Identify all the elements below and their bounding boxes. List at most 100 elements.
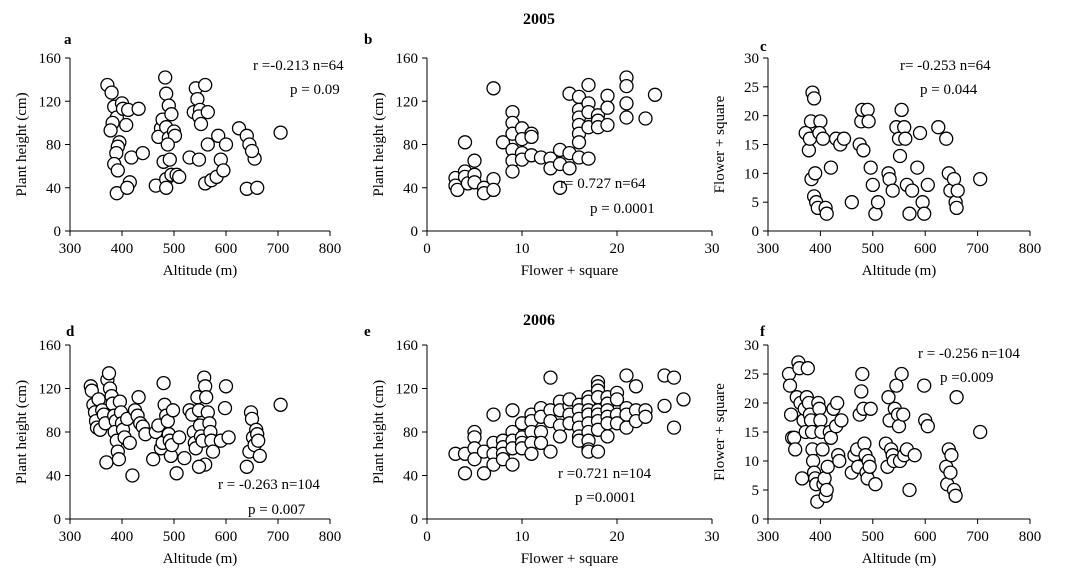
x-tick-label: 500 bbox=[862, 241, 885, 257]
y-axis-label: Flower + square bbox=[712, 383, 728, 481]
data-point bbox=[506, 458, 519, 471]
stat-annotation: r= -0.253 n=64 bbox=[900, 58, 991, 74]
data-point bbox=[253, 449, 266, 462]
data-point bbox=[582, 152, 595, 165]
data-point bbox=[123, 436, 136, 449]
stat-annotation: r = -0.263 n=104 bbox=[218, 477, 320, 493]
data-point bbox=[217, 164, 230, 177]
data-point bbox=[251, 181, 264, 194]
data-point bbox=[950, 201, 963, 214]
data-point bbox=[620, 80, 633, 93]
y-tick-label: 40 bbox=[403, 469, 418, 485]
data-point bbox=[940, 132, 953, 145]
data-point bbox=[601, 430, 614, 443]
data-point bbox=[487, 183, 500, 196]
data-point bbox=[544, 371, 557, 384]
data-point bbox=[592, 445, 605, 458]
x-tick-label: 700 bbox=[267, 529, 290, 545]
data-point bbox=[200, 391, 213, 404]
x-axis-label: Altitude (m) bbox=[163, 263, 238, 279]
panel-label: a bbox=[64, 32, 72, 48]
data-point bbox=[895, 368, 908, 381]
x-tick-label: 600 bbox=[914, 241, 937, 257]
data-point bbox=[639, 410, 652, 423]
data-point bbox=[165, 108, 178, 121]
data-point bbox=[789, 443, 802, 456]
data-point bbox=[582, 79, 595, 92]
data-point bbox=[649, 88, 662, 101]
data-point bbox=[163, 153, 176, 166]
y-tick-label: 160 bbox=[39, 338, 62, 354]
data-point bbox=[908, 449, 921, 462]
data-point bbox=[112, 453, 125, 466]
data-point bbox=[918, 207, 931, 220]
data-point bbox=[193, 153, 206, 166]
y-tick-label: 30 bbox=[744, 51, 759, 67]
y-tick-label: 40 bbox=[403, 181, 418, 197]
data-point bbox=[620, 111, 633, 124]
x-tick-label: 700 bbox=[966, 241, 989, 257]
x-tick-label: 400 bbox=[111, 529, 134, 545]
panel-label: e bbox=[364, 324, 371, 340]
data-point bbox=[159, 71, 172, 84]
y-tick-label: 10 bbox=[744, 454, 759, 470]
x-tick-label: 800 bbox=[319, 241, 342, 257]
stat-annotation: p = 0.09 bbox=[290, 82, 340, 98]
data-point bbox=[869, 207, 882, 220]
data-point bbox=[808, 92, 821, 105]
data-point bbox=[105, 86, 118, 99]
x-axis-label: Altitude (m) bbox=[163, 551, 238, 567]
y-tick-label: 40 bbox=[46, 181, 61, 197]
data-point bbox=[856, 368, 869, 381]
data-point bbox=[506, 404, 519, 417]
data-point bbox=[855, 385, 868, 398]
data-point bbox=[246, 145, 259, 158]
y-axis-label: Flower + square bbox=[712, 95, 728, 193]
data-point bbox=[525, 447, 538, 460]
data-point bbox=[677, 393, 690, 406]
data-point bbox=[157, 377, 170, 390]
x-axis-label: Flower + square bbox=[521, 263, 619, 279]
data-point bbox=[274, 126, 287, 139]
y-tick-label: 0 bbox=[54, 512, 62, 528]
y-tick-label: 0 bbox=[411, 224, 419, 240]
x-tick-label: 400 bbox=[809, 241, 832, 257]
data-point bbox=[872, 196, 885, 209]
x-tick-label: 500 bbox=[163, 529, 186, 545]
data-point bbox=[950, 391, 963, 404]
data-point bbox=[801, 362, 814, 375]
stat-annotation: p = 0.007 bbox=[248, 502, 306, 518]
data-point bbox=[103, 367, 116, 380]
data-point bbox=[831, 397, 844, 410]
data-point bbox=[838, 132, 851, 145]
x-tick-label: 10 bbox=[515, 529, 530, 545]
x-axis-label: Flower + square bbox=[521, 551, 619, 567]
data-point bbox=[525, 130, 538, 143]
y-tick-label: 120 bbox=[396, 382, 419, 398]
x-tick-label: 700 bbox=[267, 241, 290, 257]
data-point bbox=[487, 82, 500, 95]
y-axis-label: Plant height (cm) bbox=[14, 380, 30, 484]
data-point bbox=[903, 207, 916, 220]
y-tick-label: 20 bbox=[744, 396, 759, 412]
y-tick-label: 120 bbox=[396, 94, 419, 110]
data-point bbox=[160, 181, 173, 194]
data-point bbox=[945, 449, 958, 462]
scatter-panel-e: 0 10 20 30 0 40 80 120 160 Flower + square Plant h… bbox=[364, 324, 720, 567]
x-tick-label: 300 bbox=[59, 529, 82, 545]
data-point bbox=[817, 132, 830, 145]
y-tick-label: 0 bbox=[411, 512, 419, 528]
data-point bbox=[459, 467, 472, 480]
y-tick-label: 80 bbox=[46, 138, 61, 154]
data-point bbox=[554, 430, 567, 443]
data-point bbox=[104, 124, 117, 137]
data-point bbox=[668, 421, 681, 434]
x-tick-label: 400 bbox=[809, 529, 832, 545]
y-tick-label: 80 bbox=[403, 138, 418, 154]
data-point bbox=[906, 184, 919, 197]
data-point bbox=[620, 369, 633, 382]
data-point bbox=[160, 87, 173, 100]
y-tick-label: 160 bbox=[396, 338, 419, 354]
data-point bbox=[240, 460, 253, 473]
